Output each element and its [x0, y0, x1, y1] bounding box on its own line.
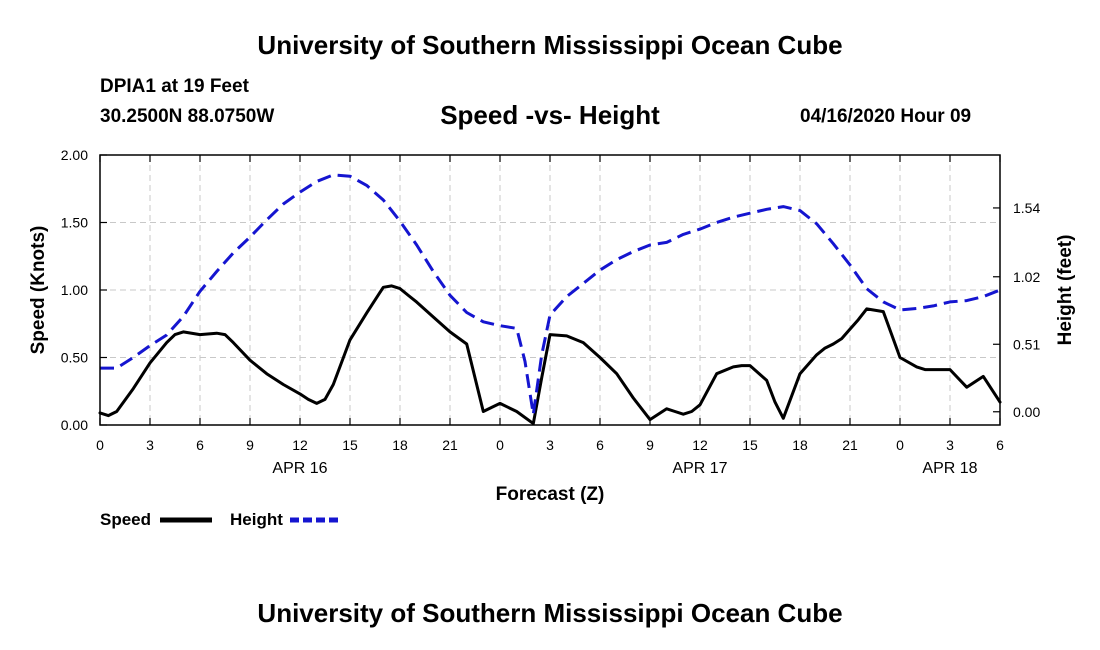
- x-tick-label: 0: [96, 437, 104, 453]
- height-series-line: [100, 173, 1001, 416]
- x-tick-label: 0: [496, 437, 504, 453]
- x-tick-label: 3: [946, 437, 954, 453]
- x-tick-label: 9: [246, 437, 254, 453]
- x-tick-label: 6: [196, 437, 204, 453]
- y-right-tick-label: 0.51: [1013, 336, 1040, 352]
- x-tick-label: 9: [646, 437, 654, 453]
- y-right-tick-label: 0.00: [1013, 404, 1040, 420]
- y-left-tick-label: 1.50: [61, 215, 88, 231]
- x-tick-label: 18: [392, 437, 408, 453]
- chart-legend: Speed Height: [100, 510, 342, 529]
- legend-height-label: Height: [230, 510, 283, 529]
- date-label: APR 18: [922, 460, 977, 477]
- y-left-tick-label: 2.00: [61, 147, 88, 163]
- chart-title: Speed -vs- Height: [440, 100, 660, 130]
- x-tick-label: 15: [342, 437, 358, 453]
- x-tick-label: 3: [146, 437, 154, 453]
- footer-title: University of Southern Mississippi Ocean…: [257, 598, 843, 628]
- x-tick-label: 3: [546, 437, 554, 453]
- y-axis-label-right: Height (feet): [1055, 235, 1076, 346]
- legend-speed-label: Speed: [100, 510, 151, 529]
- y-left-tick-label: 0.50: [61, 350, 88, 366]
- chart-series: [98, 173, 1002, 426]
- station-label: DPIA1 at 19 Feet: [100, 76, 249, 97]
- x-tick-label: 18: [792, 437, 808, 453]
- y-axis-label-left: Speed (Knots): [28, 226, 49, 355]
- station-coordinates: 30.2500N 88.0750W: [100, 106, 275, 127]
- date-label: APR 17: [672, 460, 727, 477]
- x-axis-label: Forecast (Z): [496, 484, 605, 505]
- chart-grid: [100, 155, 1000, 425]
- chart-axes: 0 3 6 9 12 15 18 21 0 3 6 9 12 15 18 21 0 3 6 0.00 0.50 1.00 1…: [61, 147, 1041, 477]
- forecast-datetime: 04/16/2020 Hour 09: [800, 106, 972, 127]
- x-tick-label: 15: [742, 437, 758, 453]
- x-tick-label: 12: [692, 437, 708, 453]
- page-title: University of Southern Mississippi Ocean…: [257, 30, 843, 60]
- x-tick-label: 21: [842, 437, 858, 453]
- x-tick-label: 6: [596, 437, 604, 453]
- date-label: APR 16: [272, 460, 327, 477]
- y-left-tick-label: 1.00: [61, 282, 88, 298]
- x-tick-label: 12: [292, 437, 308, 453]
- y-right-tick-label: 1.02: [1013, 269, 1040, 285]
- x-tick-label: 6: [996, 437, 1004, 453]
- x-tick-label: 21: [442, 437, 458, 453]
- y-left-tick-label: 0.00: [61, 417, 88, 433]
- x-tick-label: 0: [896, 437, 904, 453]
- y-right-tick-label: 1.54: [1013, 200, 1040, 216]
- speed-series-line: [98, 284, 1002, 426]
